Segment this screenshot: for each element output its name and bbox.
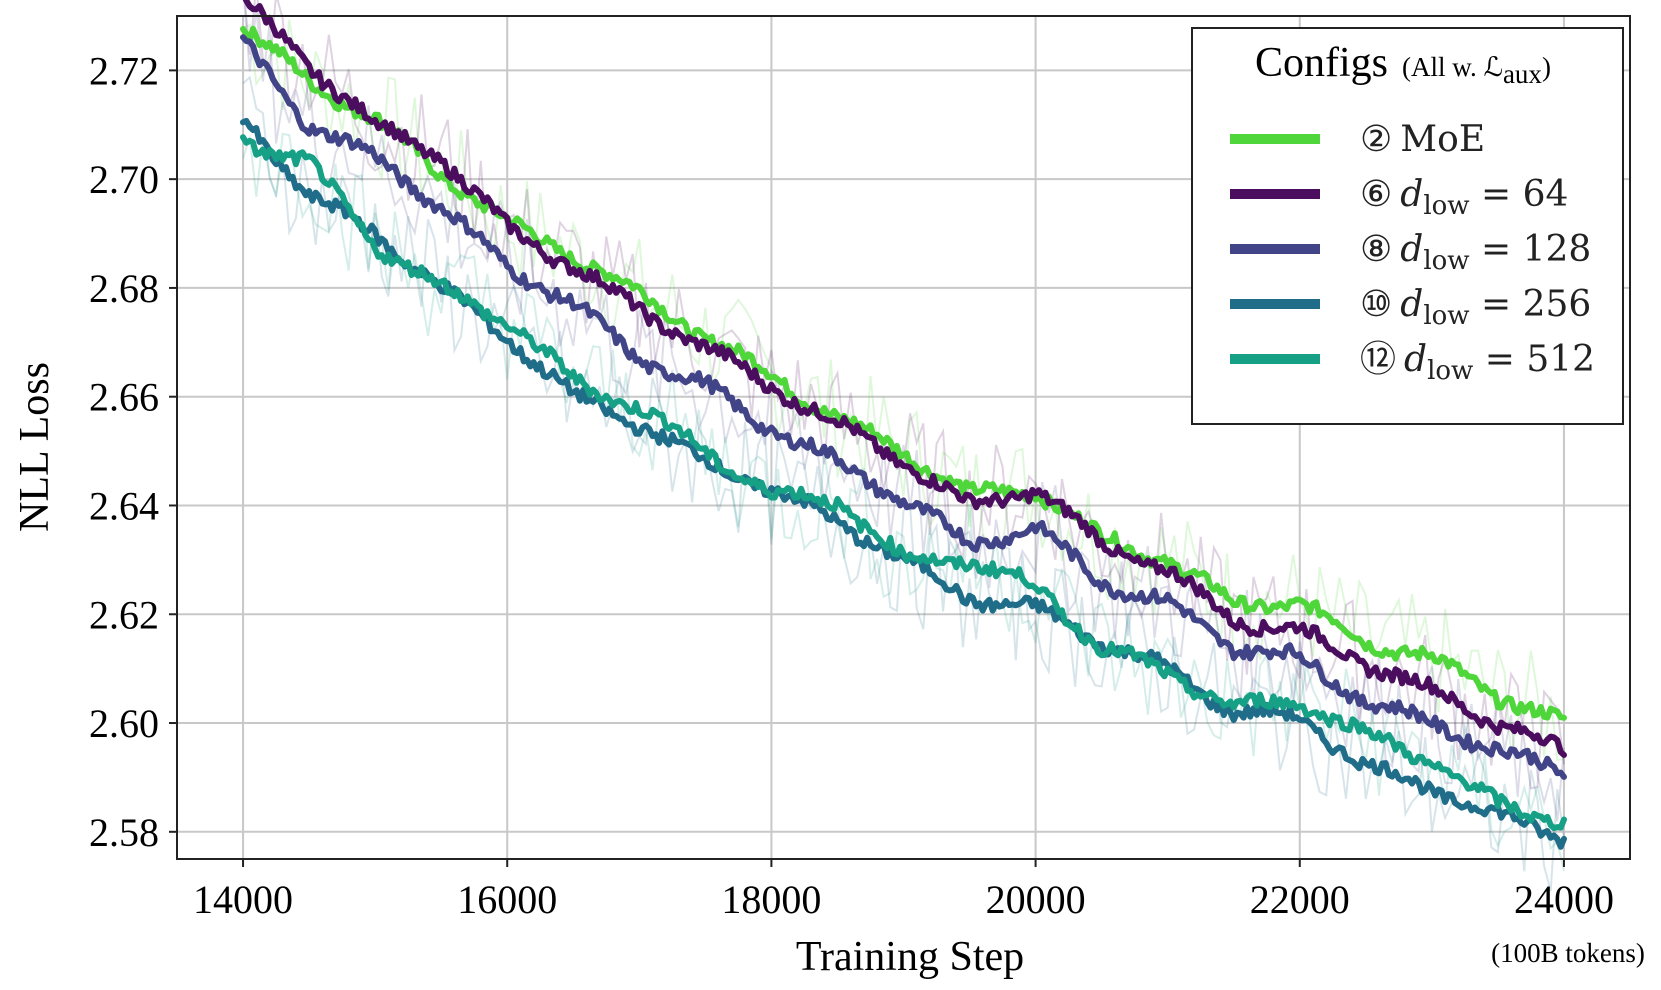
x-axis-ticks: 14000 16000 18000 20000 22000 24000 [193,859,1614,922]
legend-marker: ② [1360,119,1392,160]
y-axis-title: NLL Loss [12,362,58,532]
x-axis-title: Training Step [796,934,1024,980]
legend-label-main: d [1400,174,1423,215]
series-line-1 [240,25,1567,721]
smoothed-loss-series [240,0,1567,850]
legend-label-rest: = 128 [1470,229,1592,270]
legend-label-sub: low [1423,191,1469,221]
legend-label-5: ⑫ dlow = 512 [1360,339,1595,386]
series-line-3 [240,34,1567,780]
legend-label-3: ⑧ dlow = 128 [1360,229,1591,276]
legend-label-4: ⑩ dlow = 256 [1360,284,1591,331]
legend-title: Configs (All w. ℒaux) [1255,40,1551,89]
legend-title-note-sub: aux [1503,59,1542,89]
plot-frame [176,15,1631,860]
legend-title-text: Configs [1255,40,1388,86]
y-tick-label: 2.64 [89,483,159,528]
legend-marker: ⑥ [1360,174,1392,215]
x-tick-label: 14000 [193,877,293,922]
raw-trace-series-1 [242,19,1565,762]
y-tick-label: 2.66 [89,375,159,420]
x-tick-label: 24000 [1514,877,1614,922]
y-tick-label: 2.72 [89,48,159,93]
legend-label-sub: low [1423,246,1469,276]
legend-marker: ⑩ [1360,284,1392,325]
legend-label-main: d [1400,284,1423,325]
legend-title-note-end: ) [1542,52,1551,82]
legend-label-main: d [1400,229,1423,270]
legend-label-2: ⑥ dlow = 64 [1360,174,1568,221]
raw-trace-series-4 [242,75,1565,892]
legend-label-1: ② MoE [1360,119,1485,160]
y-tick-label: 2.68 [89,266,159,311]
legend-label-sub: low [1427,356,1473,386]
y-tick-label: 2.60 [89,701,159,746]
legend-label-main: MoE [1400,119,1485,160]
y-tick-label: 2.58 [89,810,159,855]
legend-label-rest: = 512 [1473,339,1595,380]
y-axis-ticks: 2.58 2.60 2.62 2.64 2.66 2.68 2.70 2.72 [89,48,177,855]
x-tick-label: 22000 [1250,877,1350,922]
legend-label-rest: = 64 [1470,174,1569,215]
series-line-2 [242,0,1567,758]
x-tick-label: 16000 [457,877,557,922]
legend-marker: ⑫ [1360,339,1396,380]
series-line-5 [240,134,1567,832]
legend-label-sub: low [1423,301,1469,331]
raw-trace-series-3 [243,0,1565,822]
legend-marker: ⑧ [1360,229,1392,270]
y-tick-label: 2.62 [89,592,159,637]
legend-label-main: d [1404,339,1427,380]
legend-label-rest: = 256 [1470,284,1592,325]
y-tick-label: 2.70 [89,157,159,202]
x-tick-label: 20000 [986,877,1086,922]
x-tick-label: 18000 [721,877,821,922]
x-axis-note: (100B tokens) [1491,938,1645,968]
legend-title-note: (All w. ℒ [1402,52,1503,82]
